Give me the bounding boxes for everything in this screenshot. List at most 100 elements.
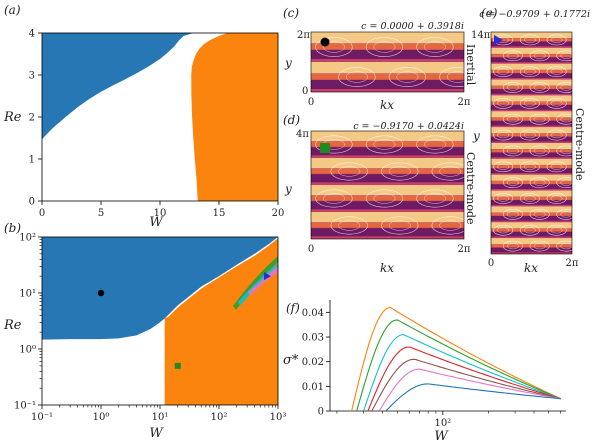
panel-e-mid-band — [491, 228, 572, 232]
panel-d-contour — [431, 162, 464, 181]
panel-a-blue-region — [42, 33, 194, 140]
panel-e-contour — [519, 224, 540, 236]
panel-b: 10⁻¹ 10⁰ 10¹ 10² 10³ 10⁻¹ 10⁰ 10¹ 10² (b) Re W — [3, 221, 286, 441]
panel-e-dark-band — [491, 41, 572, 47]
panel-c-annotation: c = 0.0000 + 0.3918i — [361, 21, 464, 32]
panel-c-contour — [388, 67, 427, 87]
panel-d-contour — [439, 166, 462, 177]
panel-d-annotation: c = −0.9170 + 0.0424i — [353, 121, 464, 132]
panel-e-contour — [502, 145, 523, 157]
panel-e-contour — [523, 68, 536, 75]
panel-b-xtick-label: 10⁰ — [93, 412, 110, 423]
panel-f-ytick-label: 0.02 — [302, 357, 324, 368]
panel-d-contour — [322, 193, 345, 204]
panel-d-contour — [439, 220, 462, 231]
panel-d-mid-band — [311, 141, 464, 147]
panel-b-xtick-label: 10⁻¹ — [31, 412, 53, 423]
panel-d-mid-band — [311, 195, 464, 201]
panel-a-xlabel: W — [149, 215, 164, 230]
panel-e-contour — [529, 82, 550, 93]
panel-e-contour — [519, 97, 540, 109]
panel-e-contour — [546, 129, 567, 141]
panel-d-contour — [388, 220, 411, 231]
panel-e-contour — [529, 208, 550, 220]
panel-e-contour — [493, 224, 514, 236]
panel-b-pink-tongue — [248, 266, 278, 296]
panel-e-bright-band — [491, 111, 572, 118]
panel-b-ytick-label: 10¹ — [19, 289, 36, 300]
panel-e-annotation: c = −0.9709 + 0.1772i — [479, 9, 590, 20]
panel-c-ytick-bottom: 0 — [302, 86, 308, 97]
panel-e-label: (e) — [481, 6, 498, 20]
panel-e-contour — [506, 211, 519, 218]
panel-d-contour — [388, 166, 411, 177]
panel-d-contour — [373, 139, 396, 150]
panel-d-ylabel: y — [284, 182, 292, 196]
panel-c-marker-circle — [320, 37, 330, 47]
panel-d-mid-band — [311, 222, 464, 228]
panel-f-series-line-4 — [371, 358, 561, 412]
panel-f-xlabel: W — [434, 429, 449, 444]
inertial-mode-point — [97, 289, 105, 297]
panel-e-bright-band — [491, 174, 572, 181]
panel-f-series-line-0 — [351, 306, 561, 412]
panel-e-xtick-0: 0 — [488, 258, 494, 269]
panel-e-contour — [529, 50, 550, 62]
panel-f-series — [351, 306, 561, 412]
panel-f-ytick-label: 0.04 — [302, 308, 324, 319]
panel-e-heatmap — [491, 32, 572, 254]
panel-d-contour — [423, 193, 446, 204]
panel-e-contour — [546, 34, 567, 46]
panel-d-label: (d) — [283, 113, 300, 127]
panel-e-mid-band — [491, 85, 572, 89]
panel-b-xlabel: W — [149, 426, 164, 441]
panel-e-dark-band — [491, 57, 572, 63]
panel-e-contour — [493, 161, 514, 173]
panel-d-heatmap — [311, 131, 464, 239]
panel-e-contour — [506, 84, 519, 91]
panel-e-mid-band — [491, 181, 572, 184]
panel-d-bright-band — [311, 158, 464, 169]
panel-d-dark-band — [311, 201, 464, 210]
panel-e-contour — [497, 227, 510, 234]
panel-e-contour — [550, 227, 563, 234]
panel-f-xtick-label: 10² — [434, 418, 451, 429]
panel-e-mid-band — [491, 70, 572, 73]
panel-e-mid-band — [491, 212, 572, 216]
panel-d-ytick-top: 4π — [296, 129, 309, 140]
panel-e-contour — [556, 82, 572, 93]
panel-e-contour — [533, 116, 546, 123]
panel-b-xtick-label: 10³ — [270, 412, 287, 423]
panel-c-mid-band — [311, 74, 464, 80]
panel-d-xtick-1: 2π — [458, 244, 471, 255]
panel-e-bright-band — [491, 47, 572, 54]
panel-e-mid-band — [491, 244, 572, 248]
panel-e-contour — [519, 34, 540, 46]
panel-f: (f) σ* W 0 0.01 0.02 0.03 0.04 10² — [283, 300, 566, 444]
panel-f-series-line-6 — [385, 383, 561, 412]
panel-c-contour — [423, 41, 446, 53]
panel-e-contour — [523, 100, 536, 107]
panel-f-series-line-1 — [356, 319, 561, 412]
panel-e-contour — [497, 195, 510, 202]
panel-e-contour — [560, 242, 572, 250]
panel-e-mid-band — [491, 165, 572, 169]
panel-e-dark-band — [491, 184, 572, 189]
panel-c-contour — [365, 37, 404, 57]
panel-e-contour — [497, 68, 510, 75]
panel-c-contour — [396, 71, 419, 83]
centre-mode-point-d — [174, 362, 181, 369]
panel-e-contour — [550, 131, 563, 139]
panel-c-dark-band — [311, 50, 464, 59]
panel-e-contour — [523, 163, 536, 170]
panel-e-contour — [533, 242, 546, 250]
panel-e-contour — [560, 211, 572, 218]
panel-e-contour — [533, 147, 546, 155]
panel-a-ticks: 0 5 10 15 20 0 1 2 3 4 — [29, 29, 285, 220]
panel-a-label: (a) — [4, 3, 21, 17]
panel-c-ytick-top: 2π — [297, 30, 310, 41]
panel-e-bright-band — [491, 238, 572, 245]
panel-e-contour — [550, 100, 563, 107]
panel-e-contour — [529, 145, 550, 157]
panel-e-mid-band — [491, 38, 572, 42]
